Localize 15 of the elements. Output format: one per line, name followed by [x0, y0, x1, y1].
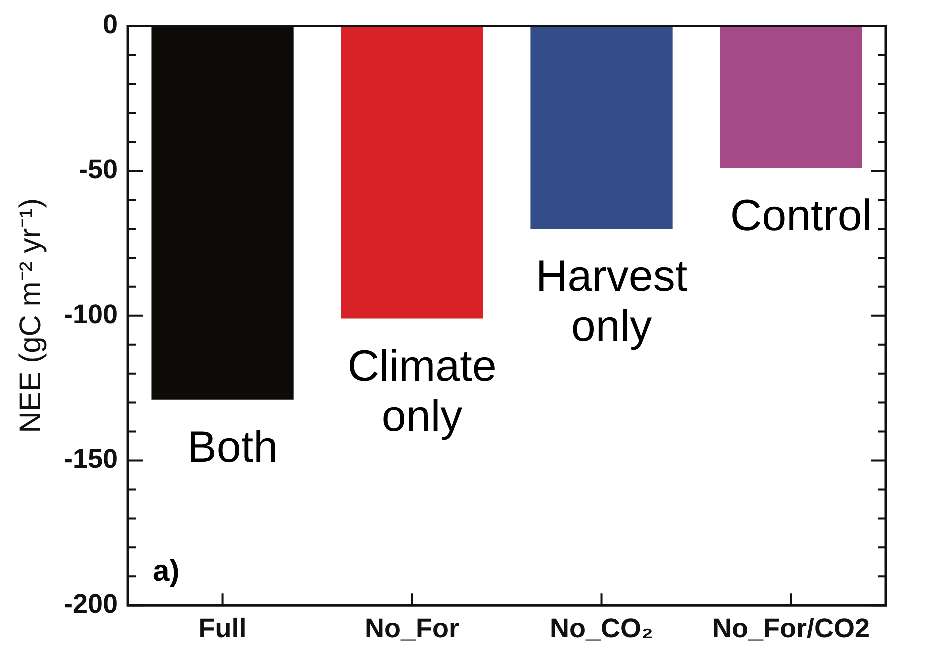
y-axis-title: NEE (gC m⁻² yr⁻¹) — [14, 198, 48, 434]
annotation: a) — [153, 554, 180, 588]
annotation: Control — [730, 191, 872, 240]
x-tick-label: No_CO₂ — [550, 613, 654, 644]
annotation: Harvest only — [536, 252, 688, 352]
y-tick-label: 0 — [103, 10, 118, 40]
annotation: Climate only — [348, 342, 497, 441]
y-tick-label: -200 — [64, 589, 118, 620]
annotation: Both — [188, 423, 278, 472]
x-tick-label: Full — [198, 613, 247, 644]
y-tick-label: -100 — [64, 299, 118, 330]
y-tick-label: -50 — [79, 154, 118, 185]
x-tick-label: No_For — [365, 613, 460, 644]
x-tick-label: No_For/CO2 — [712, 613, 870, 644]
y-tick-label: -150 — [64, 444, 118, 474]
